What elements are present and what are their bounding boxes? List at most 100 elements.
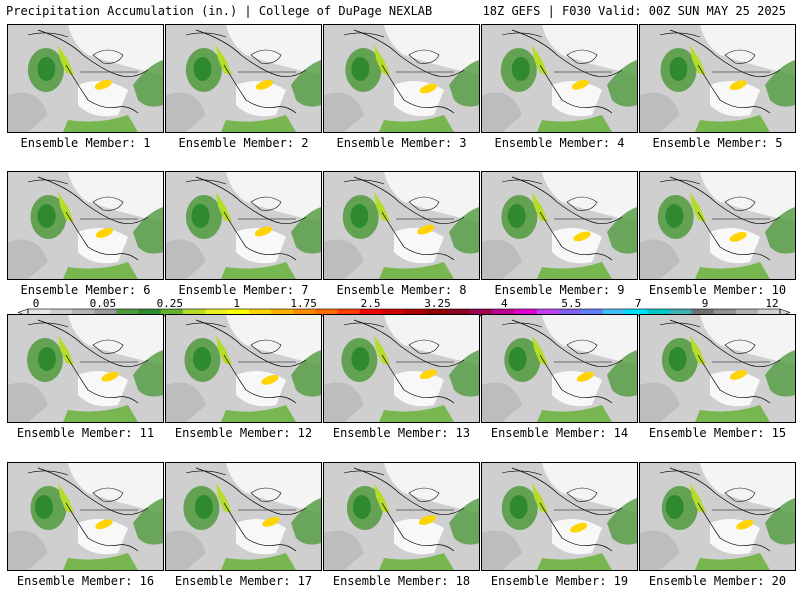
precip-map [481,314,638,423]
ensemble-member-label: Ensemble Member: 1 [20,136,151,150]
precip-map [7,462,164,571]
colorbar-swatch [271,309,294,316]
ensemble-member-panel: Ensemble Member: 4 [480,24,639,150]
precip-map [165,171,322,280]
colorbar-swatch [625,309,648,316]
ensemble-member-label: Ensemble Member: 19 [490,574,629,588]
colorbar-swatch [514,309,538,316]
colorbar-swatch [470,309,493,316]
colorbar-swatch [603,309,626,316]
colorbar-swatch [28,309,51,316]
precip-map [7,24,164,133]
ensemble-member-panel: Ensemble Member: 17 [164,462,323,588]
colorbar-swatch [160,309,184,316]
colorbar-swatch [558,309,582,316]
precip-map [7,314,164,423]
ensemble-member-label: Ensemble Member: 11 [16,426,155,440]
colorbar-swatch [138,309,162,316]
precip-map [639,462,796,571]
colorbar-tick-label: 0.25 [157,298,184,310]
colorbar-swatch [94,309,117,316]
colorbar-swatch [580,309,604,316]
ensemble-member-label: Ensemble Member: 16 [16,574,155,588]
ensemble-member-label: Ensemble Member: 15 [648,426,787,440]
colorbar-tick-label: 1.75 [290,298,317,310]
colorbar-swatch [293,309,317,316]
valid-time-title: 18Z GEFS | F030 Valid: 00Z SUN MAY 25 20… [482,4,786,18]
colorbar-swatch [50,309,73,316]
precip-map [481,24,638,133]
precip-map [481,171,638,280]
ensemble-member-label: Ensemble Member: 5 [652,136,783,150]
ensemble-member-panel: Ensemble Member: 12 [164,314,323,440]
colorbar-swatch [315,309,339,316]
ensemble-member-panel: Ensemble Member: 6 [6,171,165,297]
colorbar-swatch [492,309,516,316]
colorbar-swatch [204,309,228,316]
ensemble-member-panel: Ensemble Member: 18 [322,462,481,588]
colorbar-swatch [426,309,449,316]
colorbar-tick-label: 3.25 [424,298,451,310]
ensemble-member-label: Ensemble Member: 20 [648,574,787,588]
ensemble-member-label: Ensemble Member: 14 [490,426,629,440]
colorbar-swatch [691,309,715,316]
ensemble-member-panel: Ensemble Member: 11 [6,314,165,440]
ensemble-member-panel: Ensemble Member: 13 [322,314,481,440]
ensemble-member-label: Ensemble Member: 18 [332,574,471,588]
colorbar-tick-label: 4 [501,298,508,310]
colorbar-swatch [337,309,361,316]
ensemble-member-label: Ensemble Member: 17 [174,574,313,588]
precip-colorbar: 0 0.05 0.25 1 1.75 2.5 3.25 4 5.5 7 9 12 [18,298,790,317]
colorbar-swatch [647,309,670,316]
ensemble-member-label: Ensemble Member: 4 [494,136,625,150]
ensemble-member-panel: Ensemble Member: 15 [638,314,797,440]
ensemble-member-panel: Ensemble Member: 20 [638,462,797,588]
ensemble-member-panel: Ensemble Member: 5 [638,24,797,150]
product-title: Precipitation Accumulation (in.) | Colle… [6,4,433,18]
precip-map [639,171,796,280]
ensemble-member-label: Ensemble Member: 2 [178,136,309,150]
colorbar-swatch [404,309,427,316]
ensemble-member-panel: Ensemble Member: 14 [480,314,639,440]
ensemble-member-label: Ensemble Member: 10 [648,283,787,297]
precip-map [165,24,322,133]
colorbar-swatch [669,309,693,316]
precip-map [323,462,480,571]
ensemble-member-panel: Ensemble Member: 7 [164,171,323,297]
precip-map [165,462,322,571]
colorbar-tick-label: 9 [702,298,709,310]
ensemble-member-panel: Ensemble Member: 10 [638,171,797,297]
colorbar-tick-label: 1 [233,298,240,310]
precip-map [323,314,480,423]
ensemble-member-panel: Ensemble Member: 9 [480,171,639,297]
colorbar-swatch [227,309,250,316]
colorbar-tick-label: 2.5 [361,298,381,310]
colorbar-swatch [249,309,272,316]
colorbar-swatch [448,309,471,316]
ensemble-member-panel: Ensemble Member: 1 [6,24,165,150]
ensemble-member-panel: Ensemble Member: 8 [322,171,481,297]
ensemble-member-label: Ensemble Member: 12 [174,426,313,440]
precip-map [323,171,480,280]
colorbar-tick-label: 0.05 [90,298,117,310]
colorbar-tick-label: 12 [765,298,778,310]
ensemble-member-label: Ensemble Member: 13 [332,426,471,440]
ensemble-member-panel: Ensemble Member: 19 [480,462,639,588]
ensemble-member-label: Ensemble Member: 3 [336,136,467,150]
precip-map [639,24,796,133]
precip-map [481,462,638,571]
precip-map [323,24,480,133]
ensemble-member-panel: Ensemble Member: 16 [6,462,165,588]
colorbar-tick-label: 5.5 [561,298,581,310]
colorbar-swatch [72,309,95,316]
colorbar-tick-label: 7 [635,298,642,310]
colorbar-swatch [381,309,405,316]
colorbar-swatch [359,309,383,316]
colorbar-swatch [536,309,560,316]
colorbar-swatch [182,309,206,316]
precip-map [639,314,796,423]
colorbar-swatch [757,309,781,316]
ensemble-member-panel: Ensemble Member: 3 [322,24,481,150]
ensemble-member-label: Ensemble Member: 7 [178,283,309,297]
precip-map [165,314,322,423]
